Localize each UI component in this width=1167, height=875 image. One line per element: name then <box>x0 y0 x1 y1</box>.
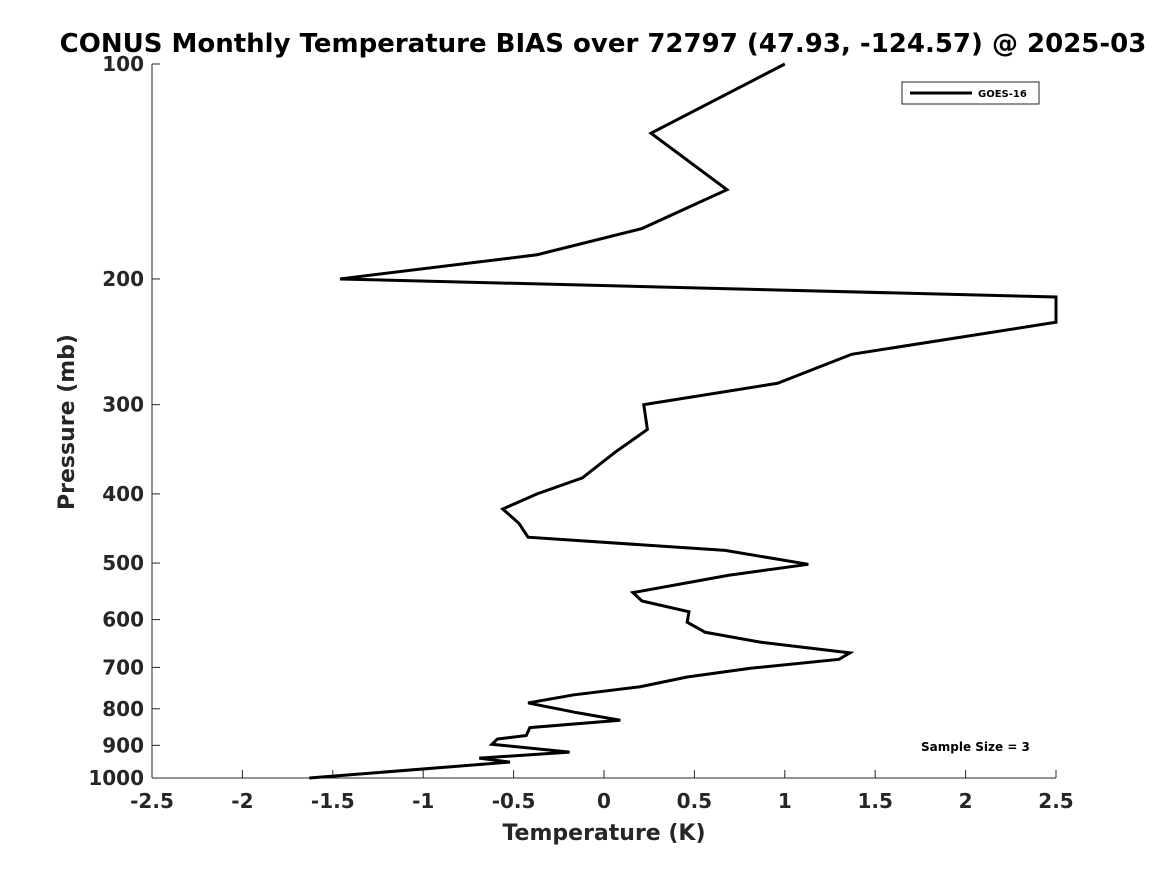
y-tick-label: 900 <box>102 733 144 757</box>
y-tick-label: 1000 <box>88 766 144 790</box>
x-tick-label: -2.5 <box>130 789 174 813</box>
x-tick-label: -1.5 <box>311 789 355 813</box>
x-tick-label: 0 <box>597 789 611 813</box>
series-layer <box>309 62 1058 780</box>
legend: GOES-16 <box>901 81 1040 105</box>
y-tick-label: 300 <box>102 393 144 417</box>
chart-title: CONUS Monthly Temperature BIAS over 7279… <box>60 29 1147 59</box>
x-tick-label: 1.5 <box>857 789 892 813</box>
y-tick-label: 800 <box>102 697 144 721</box>
y-tick-label: 200 <box>102 267 144 291</box>
x-tick-label: -1 <box>412 789 434 813</box>
x-axis-ticks: -2.5 -2 -1.5 -1 -0.5 0 0.5 1 1.5 2 2.5 <box>130 770 1074 813</box>
plot-area <box>151 64 1056 779</box>
y-axis-ticks: 100 200 300 400 500 600 700 800 900 1000 <box>88 52 160 790</box>
x-tick-label: -0.5 <box>492 789 536 813</box>
series-line-goes-16 <box>309 62 1058 780</box>
x-axis-label: Temperature (K) <box>502 821 705 846</box>
x-tick-label: 2.5 <box>1038 789 1073 813</box>
x-tick-label: -2 <box>231 789 253 813</box>
y-tick-label: 700 <box>102 655 144 679</box>
x-tick-label: 2 <box>959 789 973 813</box>
y-tick-label: 500 <box>102 551 144 575</box>
x-tick-label: 0.5 <box>677 789 712 813</box>
x-tick-label: 1 <box>778 789 792 813</box>
legend-label-goes-16: GOES-16 <box>978 89 1027 100</box>
y-tick-label: 100 <box>102 52 144 76</box>
y-tick-label: 600 <box>102 608 144 632</box>
y-axis-label: Pressure (mb) <box>55 334 80 510</box>
y-tick-label: 400 <box>102 482 144 506</box>
sample-size-annotation: Sample Size = 3 <box>921 740 1030 754</box>
